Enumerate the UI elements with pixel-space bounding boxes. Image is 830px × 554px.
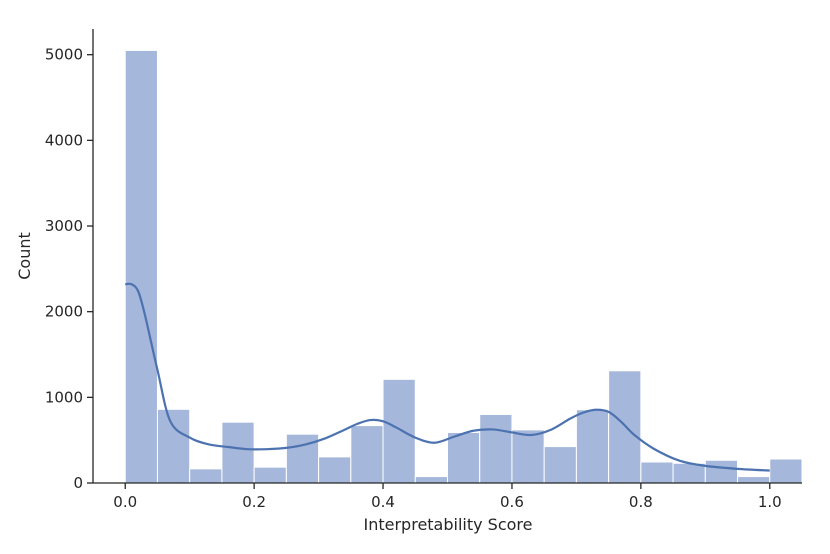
y-tick-label: 2000	[45, 303, 83, 321]
histogram-bar	[414, 476, 449, 484]
x-axis-label: Interpretability Score	[364, 515, 533, 534]
histogram-bar	[124, 49, 158, 484]
histogram-bar	[575, 409, 610, 484]
histogram-bar	[350, 425, 384, 484]
x-tick-label: 0.0	[113, 493, 137, 511]
x-tick-label: 0.4	[371, 493, 395, 511]
histogram-bar	[543, 446, 577, 484]
y-tick-label: 1000	[45, 388, 83, 406]
histogram-bar	[737, 476, 771, 484]
y-tick-label: 5000	[45, 46, 83, 64]
y-tick-label: 3000	[45, 217, 83, 235]
x-tick-label: 1.0	[758, 493, 782, 511]
histogram-bar	[253, 466, 287, 484]
histogram-bar	[156, 408, 191, 484]
axes	[92, 29, 802, 484]
y-tick-label: 0	[73, 474, 83, 492]
ticks: 0.0 0.2 0.4 0.6 0.8 1.0 0 1000 2000 3000 4000 5000	[45, 46, 782, 511]
y-tick-label: 4000	[45, 131, 83, 149]
histogram-bar	[769, 458, 803, 484]
kde-line	[125, 282, 770, 472]
histogram-bar	[511, 429, 545, 484]
histogram-bar	[479, 413, 513, 484]
histogram-bar	[704, 459, 739, 484]
x-tick-label: 0.2	[242, 493, 266, 511]
x-tick-label: 0.6	[500, 493, 524, 511]
x-tick-label: 0.8	[629, 493, 653, 511]
kde-curve-group	[125, 282, 770, 472]
histogram-bar	[640, 461, 674, 484]
y-axis-label: Count	[15, 232, 34, 280]
histogram-bars	[124, 49, 803, 484]
histogram-bar	[318, 456, 352, 484]
histogram-bar	[382, 378, 416, 484]
histogram-bar	[189, 468, 223, 484]
histogram-bar	[221, 421, 255, 484]
histogram-bar	[447, 431, 481, 484]
